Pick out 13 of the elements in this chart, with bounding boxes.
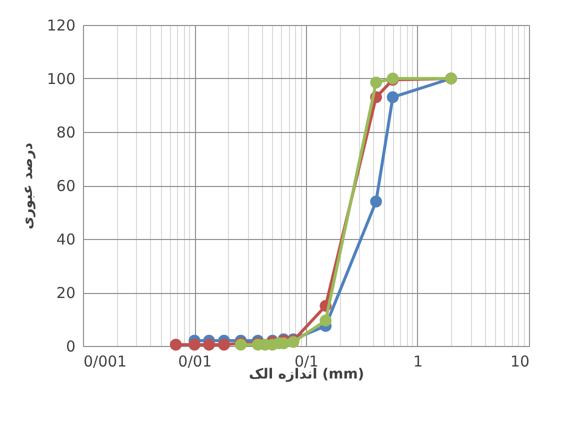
- y-tick-label: 100: [46, 70, 76, 88]
- y-axis-title: درصد عبوری: [20, 142, 36, 230]
- y-tick-label: 60: [56, 177, 76, 195]
- y-tick-label: 20: [56, 284, 76, 302]
- y-tick-label: 80: [56, 124, 76, 142]
- x-tick-label: 1: [413, 352, 423, 370]
- y-tick-label: 0: [66, 338, 76, 356]
- x-tick-label: 10: [510, 352, 530, 370]
- y-tick-label: 40: [56, 230, 76, 248]
- x-tick-label: 0/001: [84, 352, 127, 370]
- x-axis-title: اندازه الک (mm): [248, 366, 364, 382]
- y-tick-label: 120: [46, 16, 76, 34]
- x-tick-label: 0/01: [178, 352, 212, 370]
